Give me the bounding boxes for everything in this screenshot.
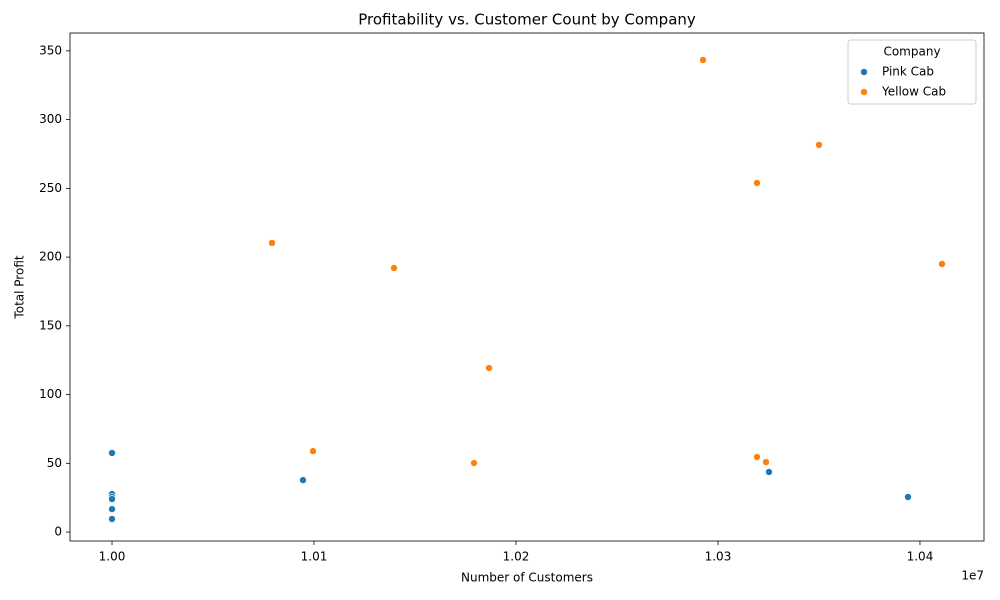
point (108, 495, 116, 503)
x-tick-label: 1.02 (503, 550, 530, 564)
point (765, 468, 773, 476)
point (699, 56, 707, 64)
legend-box (847, 39, 977, 105)
point (815, 141, 823, 149)
y-tick-label: 150 (39, 318, 62, 332)
point (108, 449, 116, 457)
y-tick-label: 50 (47, 456, 62, 470)
y-tick-label: 350 (39, 43, 62, 57)
y-tick-label: 200 (39, 250, 62, 264)
y-tick-label: 0 (54, 525, 62, 539)
point (753, 179, 761, 187)
legend-marker (860, 88, 868, 96)
point (299, 476, 307, 484)
point (309, 447, 317, 455)
x-tick-label: 1.04 (907, 550, 934, 564)
point (470, 459, 478, 467)
x-tick-label: 1.03 (705, 550, 732, 564)
plot-frame (69, 32, 985, 542)
point (904, 493, 912, 501)
point (762, 458, 770, 466)
legend-label: Pink Cab (882, 65, 934, 79)
x-offset-label: 1e7 (961, 569, 984, 583)
point (485, 364, 493, 372)
x-axis-label: Number of Customers (461, 571, 593, 585)
point (108, 515, 116, 523)
legend-title: Company (883, 45, 940, 59)
y-tick-label: 250 (39, 181, 62, 195)
point (753, 453, 761, 461)
point (268, 239, 276, 247)
point (108, 505, 116, 513)
x-tick-label: 1.01 (301, 550, 328, 564)
y-tick-label: 100 (39, 387, 62, 401)
y-tick-label: 300 (39, 112, 62, 126)
y-axis-label: Total Profit (13, 255, 27, 319)
legend-marker (860, 68, 868, 76)
legend-label: Yellow Cab (881, 85, 946, 99)
point (390, 264, 398, 272)
x-tick-label: 1.00 (99, 550, 126, 564)
chart-title: Profitability vs. Customer Count by Comp… (358, 11, 696, 29)
point (938, 260, 946, 268)
